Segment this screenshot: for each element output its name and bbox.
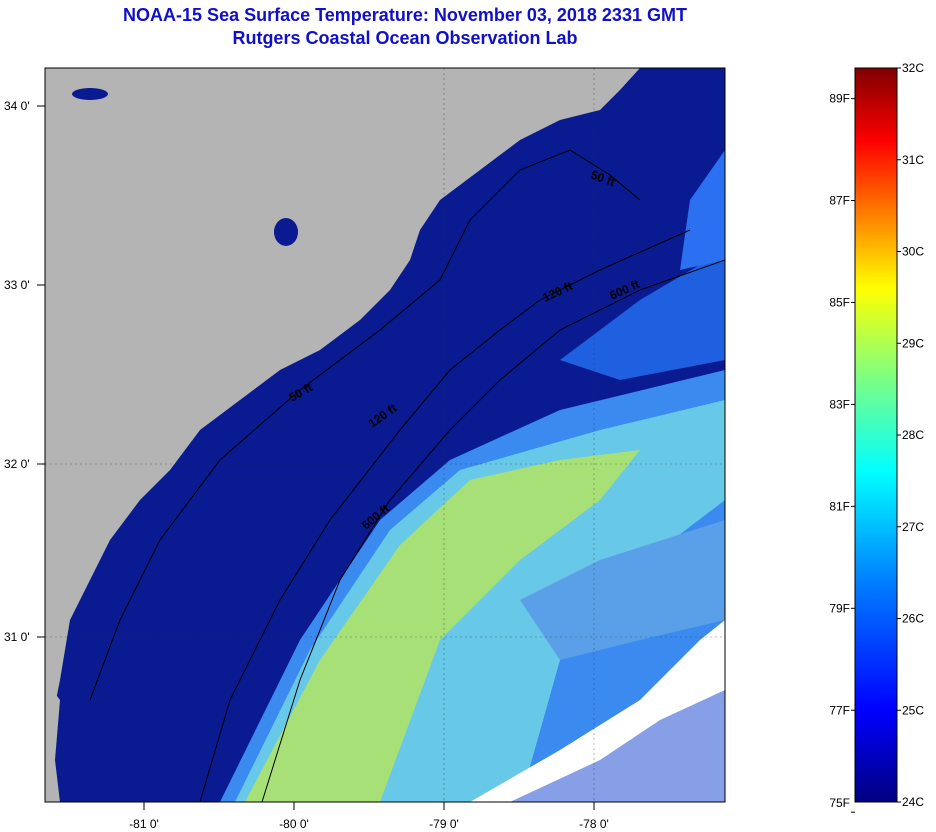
- colorbar-ticks: [851, 67, 901, 813]
- northeast-band: [560, 250, 725, 380]
- offshore-band: [520, 520, 725, 660]
- lake: [72, 88, 108, 100]
- contour-50ft: [89, 149, 641, 701]
- land-mass: [45, 68, 640, 760]
- lake: [274, 218, 298, 246]
- colorbar-celsius-label: 30C: [902, 245, 924, 259]
- lat-label: 33 0': [4, 278, 30, 292]
- lon-label: -79 0': [429, 817, 459, 831]
- lon-label: -81 0': [129, 817, 159, 831]
- colorbar: 32C 31C 30C 29C 28C 27C 26C 25C 24C 89F 87F 85F 83F…: [829, 61, 924, 813]
- colorbar-celsius-label: 25C: [902, 703, 924, 717]
- map-plot-area: [45, 68, 725, 802]
- lat-label: 34 0': [4, 99, 30, 113]
- colorbar-celsius-label: 28C: [902, 428, 924, 442]
- colorbar-celsius-label: 26C: [902, 612, 924, 626]
- lon-label: -80 0': [279, 817, 309, 831]
- map-frame: [44, 67, 726, 803]
- lat-label: 32 0': [4, 457, 30, 471]
- colorbar-celsius-label: 31C: [902, 153, 924, 167]
- northeast-edge: [680, 150, 725, 270]
- lon-label: -78 0': [579, 817, 609, 831]
- colorbar-celsius-labels: 32C 31C 30C 29C 28C 27C 26C 25C 24C: [902, 61, 924, 809]
- axis-ticks: [37, 105, 595, 810]
- colorbar-fahrenheit-label: 83F: [829, 397, 850, 411]
- contour-120ft: [199, 229, 691, 802]
- contour-600ft: [261, 259, 725, 802]
- grid-lines: [45, 68, 725, 802]
- colorbar-celsius-label: 27C: [902, 520, 924, 534]
- cloud-edge: [510, 690, 725, 802]
- colorbar-fahrenheit-label: 79F: [829, 601, 850, 615]
- colorbar-fahrenheit-label: 75F: [829, 796, 850, 810]
- map-subtitle: Rutgers Coastal Ocean Observation Lab: [232, 28, 578, 48]
- warmest-band: [245, 450, 640, 802]
- colorbar-fahrenheit-labels: 89F 87F 85F 83F 81F 79F 77F 75F: [829, 92, 850, 810]
- land-edge: [45, 68, 60, 802]
- colorbar-gradient: [854, 67, 898, 803]
- colorbar-celsius-label: 32C: [902, 61, 924, 75]
- colorbar-fahrenheit-label: 81F: [829, 499, 850, 513]
- colorbar-fahrenheit-label: 87F: [829, 194, 850, 208]
- lat-label: 31 0': [4, 630, 30, 644]
- colorbar-fahrenheit-label: 77F: [829, 703, 850, 717]
- map-title: NOAA-15 Sea Surface Temperature: Novembe…: [123, 5, 687, 25]
- colorbar-fahrenheit-label: 89F: [829, 92, 850, 106]
- colorbar-celsius-label: 29C: [902, 336, 924, 350]
- colorbar-celsius-label: 24C: [902, 795, 924, 809]
- colorbar-fahrenheit-label: 85F: [829, 295, 850, 309]
